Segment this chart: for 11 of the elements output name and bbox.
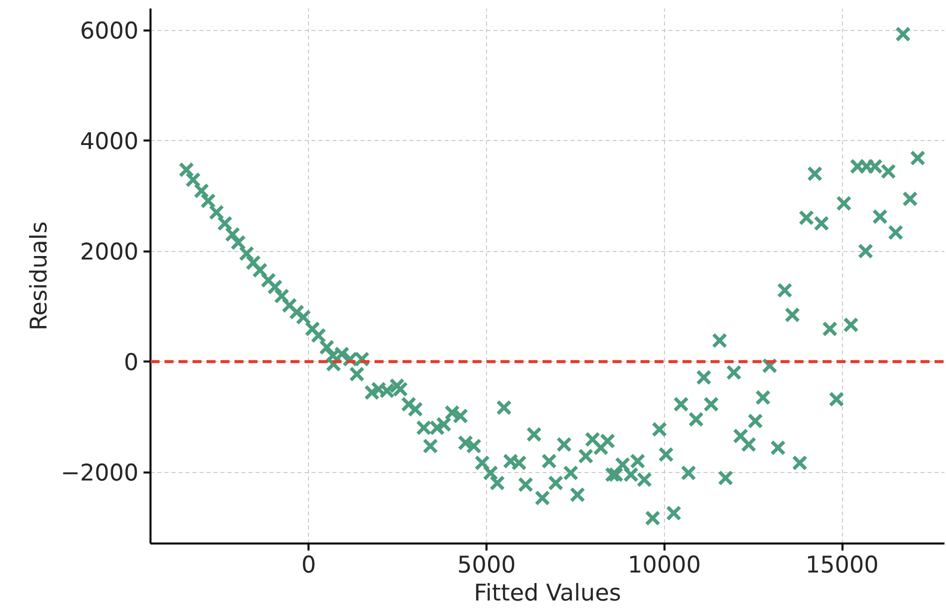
y-tick-label: 6000 — [80, 18, 139, 45]
x-axis-title: Fitted Values — [474, 580, 622, 606]
x-tick-label: 0 — [301, 552, 316, 578]
x-tick-label: 15000 — [806, 552, 879, 578]
y-axis-title: Residuals — [26, 221, 53, 331]
y-tick-label: −2000 — [60, 460, 139, 487]
y-tick-label: 2000 — [80, 240, 139, 266]
x-tick-label: 10000 — [628, 552, 701, 578]
y-tick-label: 0 — [124, 350, 139, 376]
x-tick-label: 5000 — [457, 552, 516, 578]
y-tick-label: 4000 — [80, 129, 139, 156]
